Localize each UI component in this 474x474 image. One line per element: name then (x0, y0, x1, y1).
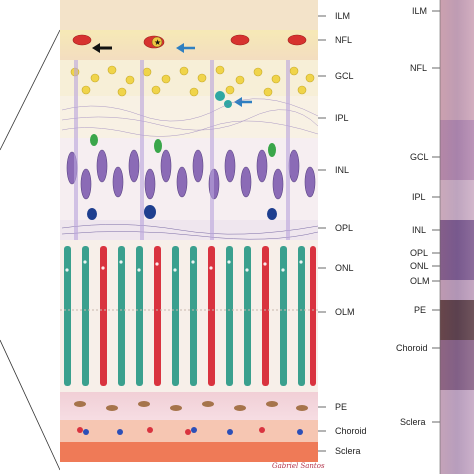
illustration-panel (60, 0, 318, 474)
label-gcl: GCL (335, 71, 354, 81)
onl-band (60, 240, 318, 392)
right-label-ticks (432, 10, 440, 423)
histo-label-inl: INL (412, 225, 427, 235)
zoom-guide-lines (0, 29, 61, 471)
pe-band (60, 392, 318, 420)
label-inl: INL (335, 165, 350, 175)
photoreceptor-nuclei (65, 260, 303, 272)
photoreceptor-rods (64, 246, 305, 386)
histo-label-onl: ONL (410, 261, 429, 271)
sclera-band (60, 442, 318, 462)
label-pe: PE (335, 402, 348, 412)
horizontal-cells (87, 205, 277, 220)
histo-label-pe: PE (414, 305, 427, 315)
histo-label-olm: OLM (410, 276, 430, 286)
histo-label-ilm: ILM (412, 6, 428, 16)
histo-label-nfl: NFL (410, 63, 428, 73)
label-opl: OPL (335, 223, 354, 233)
label-onl: ONL (335, 263, 354, 273)
choroid-cells (77, 427, 303, 435)
opl-synapses (61, 224, 319, 240)
label-ilm: ILM (335, 11, 351, 21)
histology-panel (440, 0, 474, 474)
histo-label-opl: OPL (410, 248, 429, 258)
nfl-arrows: ★ (92, 36, 195, 53)
histo-label-ipl: IPL (412, 192, 426, 202)
left-label-ticks (318, 15, 326, 452)
muller-glia (74, 60, 290, 240)
artist-signature: Gabriel Santos (272, 462, 325, 470)
histo-label-sclera: Sclera (400, 417, 426, 427)
ilm-band (60, 0, 318, 30)
svg-text:★: ★ (154, 38, 161, 47)
nfl-band (60, 30, 318, 60)
pe-cells (74, 401, 308, 411)
label-ipl: IPL (335, 113, 349, 123)
label-choroid: Choroid (335, 426, 367, 436)
photoreceptor-cones (100, 246, 316, 386)
label-olm: OLM (335, 307, 355, 317)
histo-label-choroid: Choroid (396, 343, 428, 353)
label-nfl: NFL (335, 35, 353, 45)
displaced-amacrine-cells (215, 91, 252, 108)
label-sclera: Sclera (335, 446, 361, 456)
histo-label-gcl: GCL (410, 152, 429, 162)
ipl-green-cells (90, 134, 276, 157)
ipl-dendrites (61, 98, 319, 137)
opl-band (60, 220, 318, 240)
